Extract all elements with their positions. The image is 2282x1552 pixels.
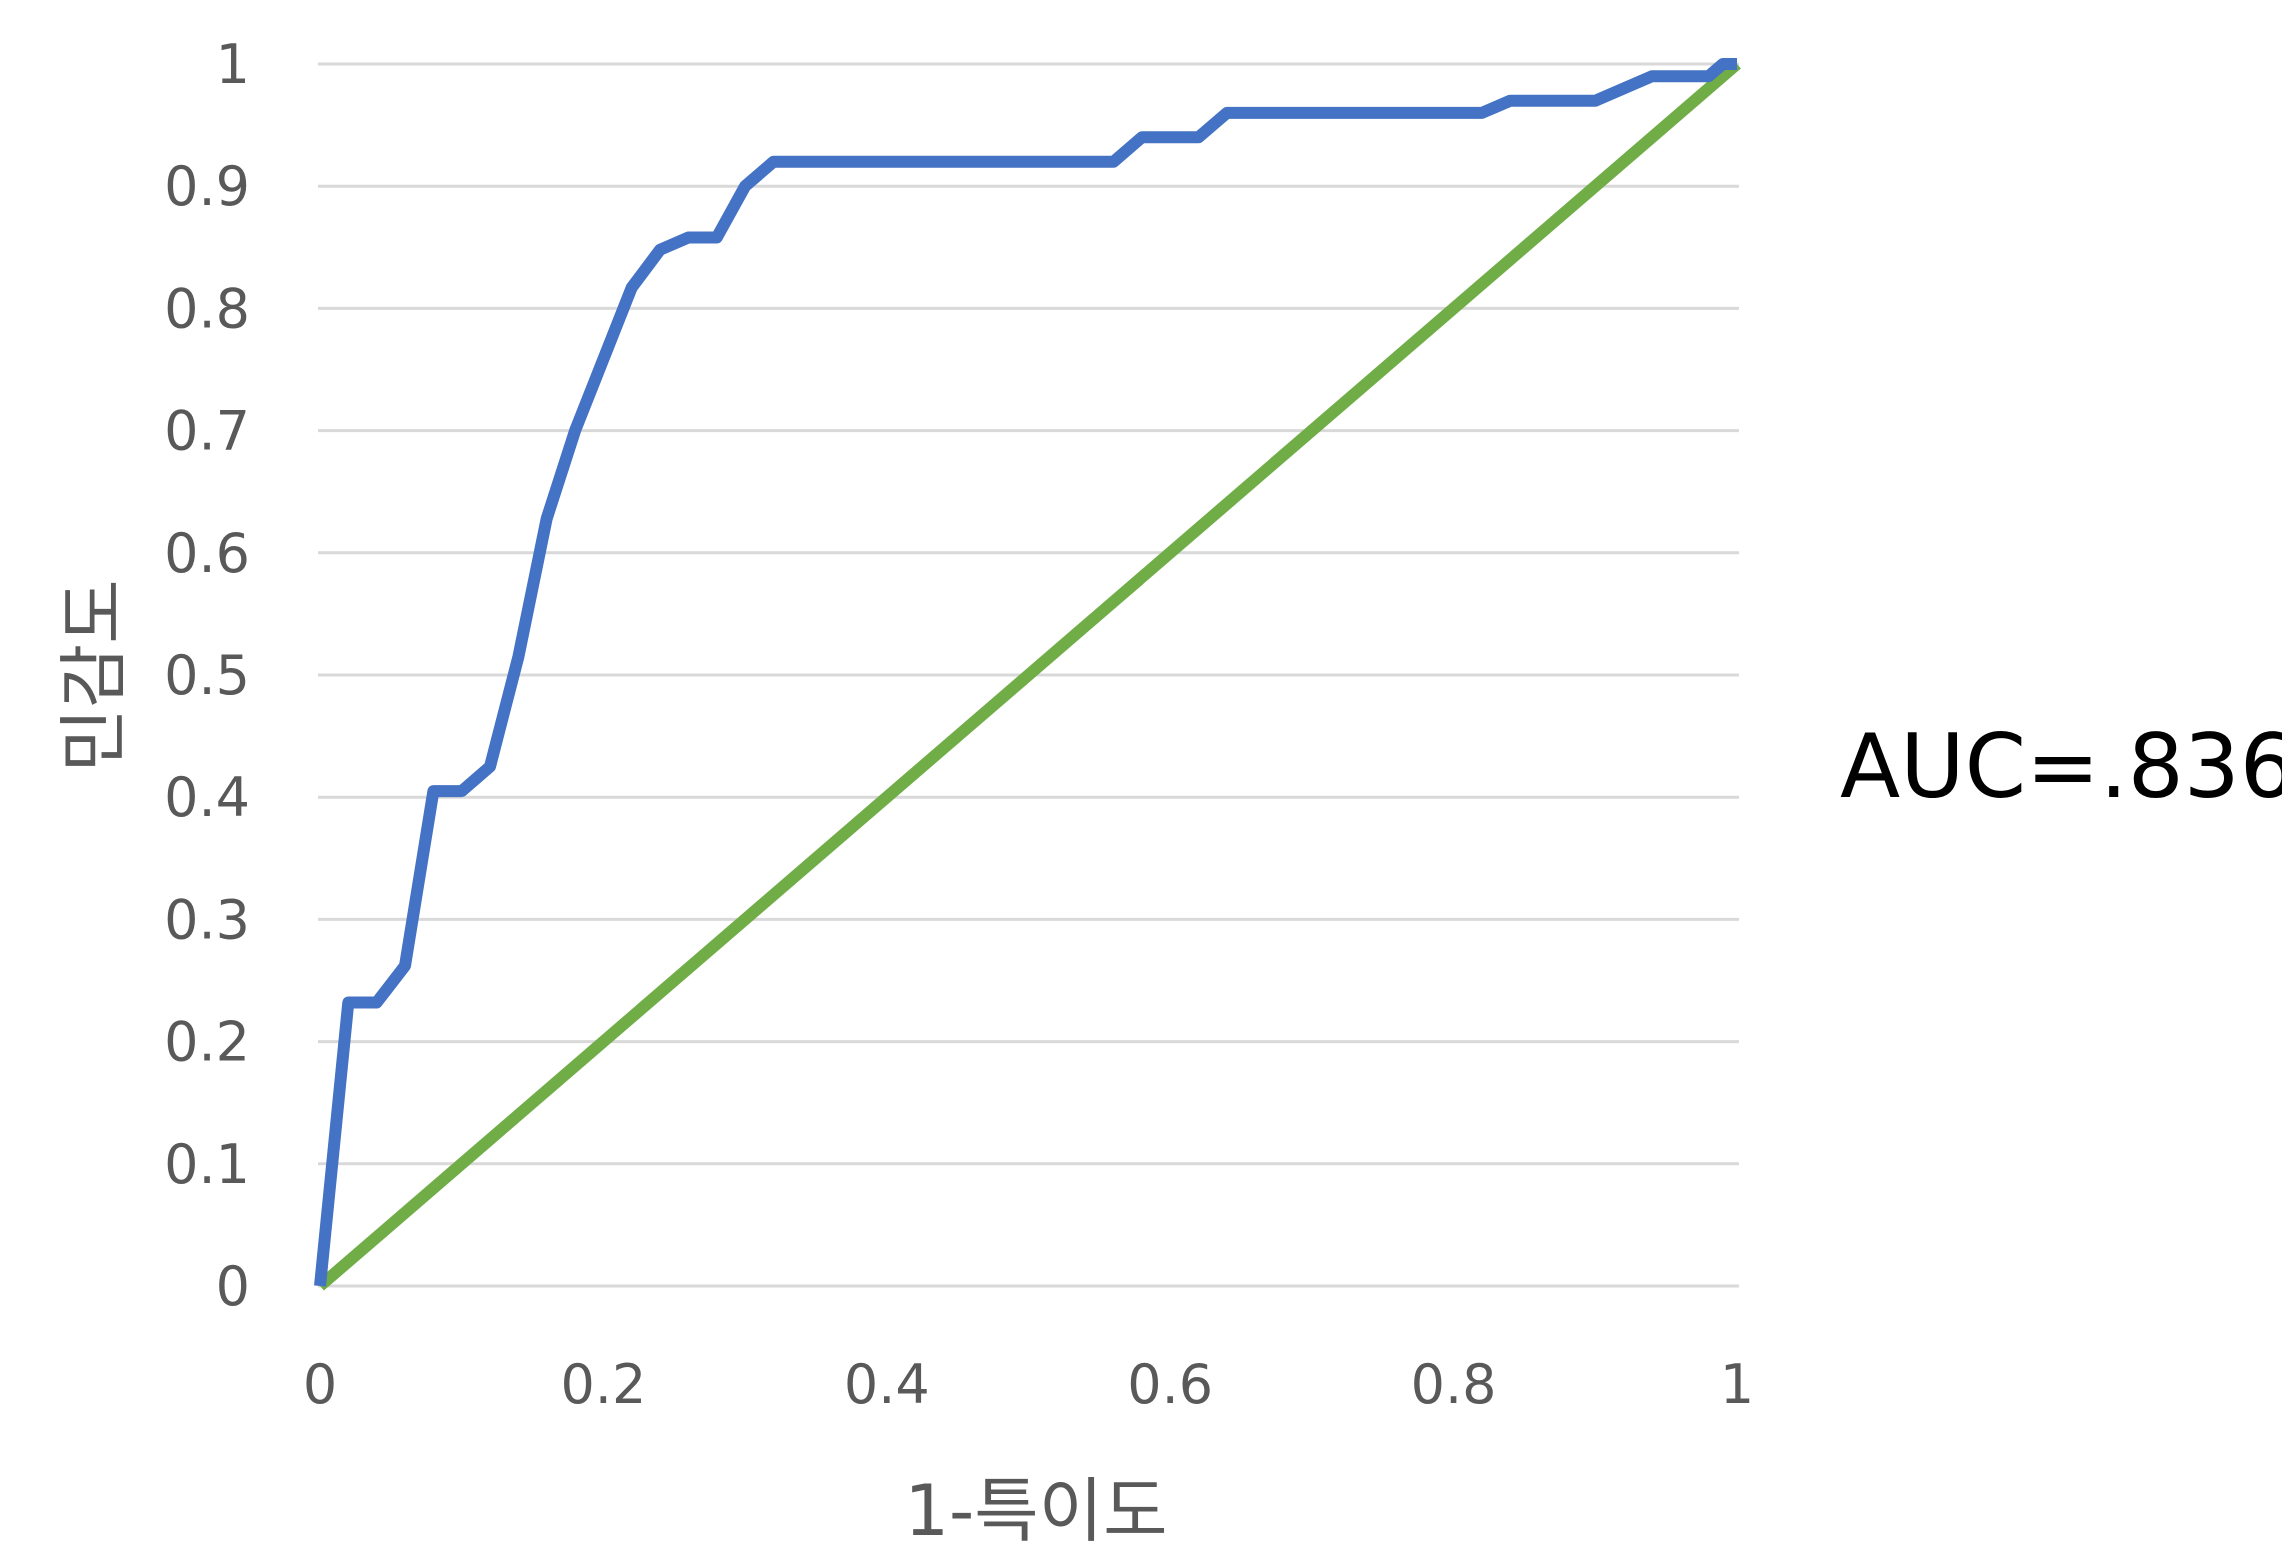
x-tick-label: 1 [1720,1353,1754,1416]
x-axis-tick-labels: 0 0.2 0.4 0.6 0.8 1 [303,1353,1754,1416]
roc-curve-line [314,58,1737,1287]
y-tick-label: 1 [216,33,250,96]
x-tick-label: 0.6 [1127,1353,1213,1416]
y-tick-label: 0.4 [164,766,250,829]
x-tick-label: 0.8 [1411,1353,1497,1416]
y-tick-label: 0 [216,1255,250,1318]
x-tick-label: 0 [303,1353,337,1416]
series-layer [314,58,1741,1291]
auc-annotation: AUC=.836 [1840,715,2282,818]
reference-diagonal-line [316,59,1741,1291]
x-tick-label: 0.4 [844,1353,930,1416]
y-axis-tick-labels: 0 0.1 0.2 0.3 0.4 0.5 0.6 0.7 0.8 0.9 1 [164,33,250,1318]
y-tick-label: 0.2 [164,1011,250,1074]
y-tick-label: 0.6 [164,522,250,585]
y-tick-label: 0.7 [164,400,250,463]
x-tick-label: 0.2 [560,1353,646,1416]
y-tick-label: 0.3 [164,888,250,951]
y-tick-label: 0.1 [164,1133,250,1196]
y-tick-label: 0.9 [164,155,250,218]
y-tick-label: 0.5 [164,644,250,707]
y-tick-label: 0.8 [164,277,250,340]
y-axis-title: 민감도 [53,579,135,772]
x-axis-title: 1-특이도 [905,1470,1168,1552]
